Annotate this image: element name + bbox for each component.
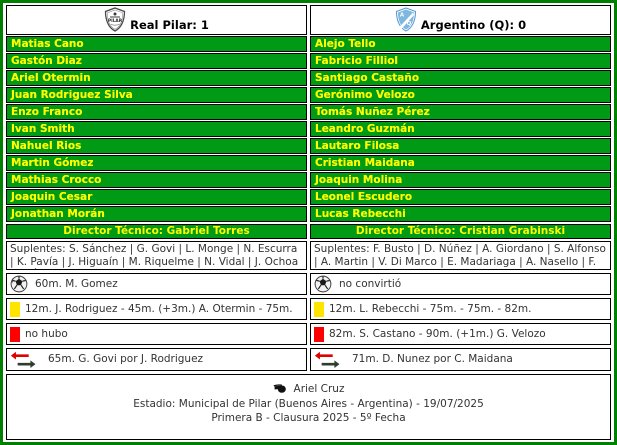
player-row[interactable]: Gerónimo Velozo <box>310 87 611 103</box>
match-footer: Ariel Cruz Estadio: Municipal de Pilar (… <box>6 374 611 440</box>
home-goals-row: 60m. M. Gomez <box>6 273 307 295</box>
yellow-card-icon <box>314 301 324 317</box>
home-team-header[interactable]: PILAR Real Pilar: 1 <box>6 5 307 35</box>
away-substitutes-list: Suplentes: F. Busto | D. Núñez | A. Gior… <box>310 241 611 270</box>
player-row[interactable]: Jonathan Morán <box>6 206 307 222</box>
home-red-cards-text: no hubo <box>25 327 68 340</box>
soccer-ball-icon <box>314 275 332 293</box>
home-coach: Director Técnico: Gabriel Torres <box>6 224 307 239</box>
away-substitutions-row: 71m. D. Nunez por C. Maidana <box>310 348 611 371</box>
player-row[interactable]: Matias Cano <box>6 36 307 52</box>
real-pilar-crest-icon: PILAR <box>104 7 126 32</box>
teams-columns: PILAR Real Pilar: 1 Matias Cano Gastón D… <box>6 5 611 371</box>
player-row[interactable]: Tomás Nuñez Pérez <box>310 104 611 120</box>
away-goals-text: no convirtió <box>339 277 402 290</box>
referee-name: Ariel Cruz <box>293 383 345 395</box>
player-row[interactable]: Gastón Diaz <box>6 53 307 69</box>
player-row[interactable]: Santiago Castaño <box>310 70 611 86</box>
player-row[interactable]: Joaquin Cesar <box>6 189 307 205</box>
player-row[interactable]: Joaquin Molina <box>310 172 611 188</box>
away-goals-row: no convirtió <box>310 273 611 295</box>
home-substitutions-row: 65m. G. Govi por J. Rodriguez <box>6 348 307 371</box>
away-substitutions-text: 71m. D. Nunez por C. Maidana <box>352 353 513 365</box>
away-team-name: Argentino (Q): 0 <box>420 18 527 32</box>
player-row[interactable]: Lautaro Filosa <box>310 138 611 154</box>
home-yellow-cards-text: 12m. J. Rodriguez - 45m. (+3m.) A. Oterm… <box>25 302 293 315</box>
player-row[interactable]: Leonel Escudero <box>310 189 611 205</box>
substitution-arrows-icon <box>314 351 340 368</box>
red-card-icon <box>314 326 324 342</box>
away-coach: Director Técnico: Cristian Grabinski <box>310 224 611 239</box>
player-row[interactable]: Cristian Maidana <box>310 155 611 171</box>
player-row[interactable]: Nahuel Rios <box>6 138 307 154</box>
home-substitutions-text: 65m. G. Govi por J. Rodriguez <box>48 353 204 365</box>
soccer-ball-icon <box>10 275 28 293</box>
red-card-icon <box>10 326 20 342</box>
yellow-card-icon <box>10 301 20 317</box>
svg-text:A: A <box>400 13 405 19</box>
player-row[interactable]: Alejo Tello <box>310 36 611 52</box>
player-row[interactable]: Enzo Franco <box>6 104 307 120</box>
player-row[interactable]: Ariel Otermin <box>6 70 307 86</box>
venue-line: Estadio: Municipal de Pilar (Buenos Aire… <box>133 398 484 410</box>
player-row[interactable]: Martin Gómez <box>6 155 307 171</box>
away-team-column: A Q Argentino (Q): 0 Alejo Tello Fabrici… <box>310 5 611 371</box>
away-red-cards-row: 82m. S. Castano - 90m. (+1m.) G. Velozo <box>310 323 611 345</box>
away-yellow-cards-text: 12m. L. Rebecchi - 75m. - 75m. - 82m. <box>329 302 532 315</box>
player-row[interactable]: Mathias Crocco <box>6 172 307 188</box>
away-yellow-cards-row: 12m. L. Rebecchi - 75m. - 75m. - 82m. <box>310 298 611 320</box>
home-goals-text: 60m. M. Gomez <box>35 277 118 290</box>
substitution-arrows-icon <box>10 351 36 368</box>
home-team-name: Real Pilar: 1 <box>130 18 209 32</box>
argentino-quilmes-crest-icon: A Q <box>395 7 416 32</box>
home-yellow-cards-row: 12m. J. Rodriguez - 45m. (+3m.) A. Oterm… <box>6 298 307 320</box>
player-row[interactable]: Ivan Smith <box>6 121 307 137</box>
home-red-cards-row: no hubo <box>6 323 307 345</box>
player-row[interactable]: Juan Rodriguez Silva <box>6 87 307 103</box>
whistle-icon <box>273 383 286 393</box>
away-red-cards-text: 82m. S. Castano - 90m. (+1m.) G. Velozo <box>329 327 546 340</box>
player-row[interactable]: Fabricio Filliol <box>310 53 611 69</box>
competition-line: Primera B - Clausura 2025 - 5º Fecha <box>211 412 406 424</box>
home-substitutes-list: Suplentes: S. Sánchez | G. Govi | L. Mon… <box>6 241 307 270</box>
home-team-column: PILAR Real Pilar: 1 Matias Cano Gastón D… <box>6 5 307 371</box>
player-row[interactable]: Leandro Guzmán <box>310 121 611 137</box>
svg-text:PILAR: PILAR <box>108 18 123 24</box>
referee-line: Ariel Cruz <box>7 382 610 396</box>
player-row[interactable]: Lucas Rebecchi <box>310 206 611 222</box>
svg-text:Q: Q <box>407 21 412 27</box>
away-team-header[interactable]: A Q Argentino (Q): 0 <box>310 5 611 35</box>
